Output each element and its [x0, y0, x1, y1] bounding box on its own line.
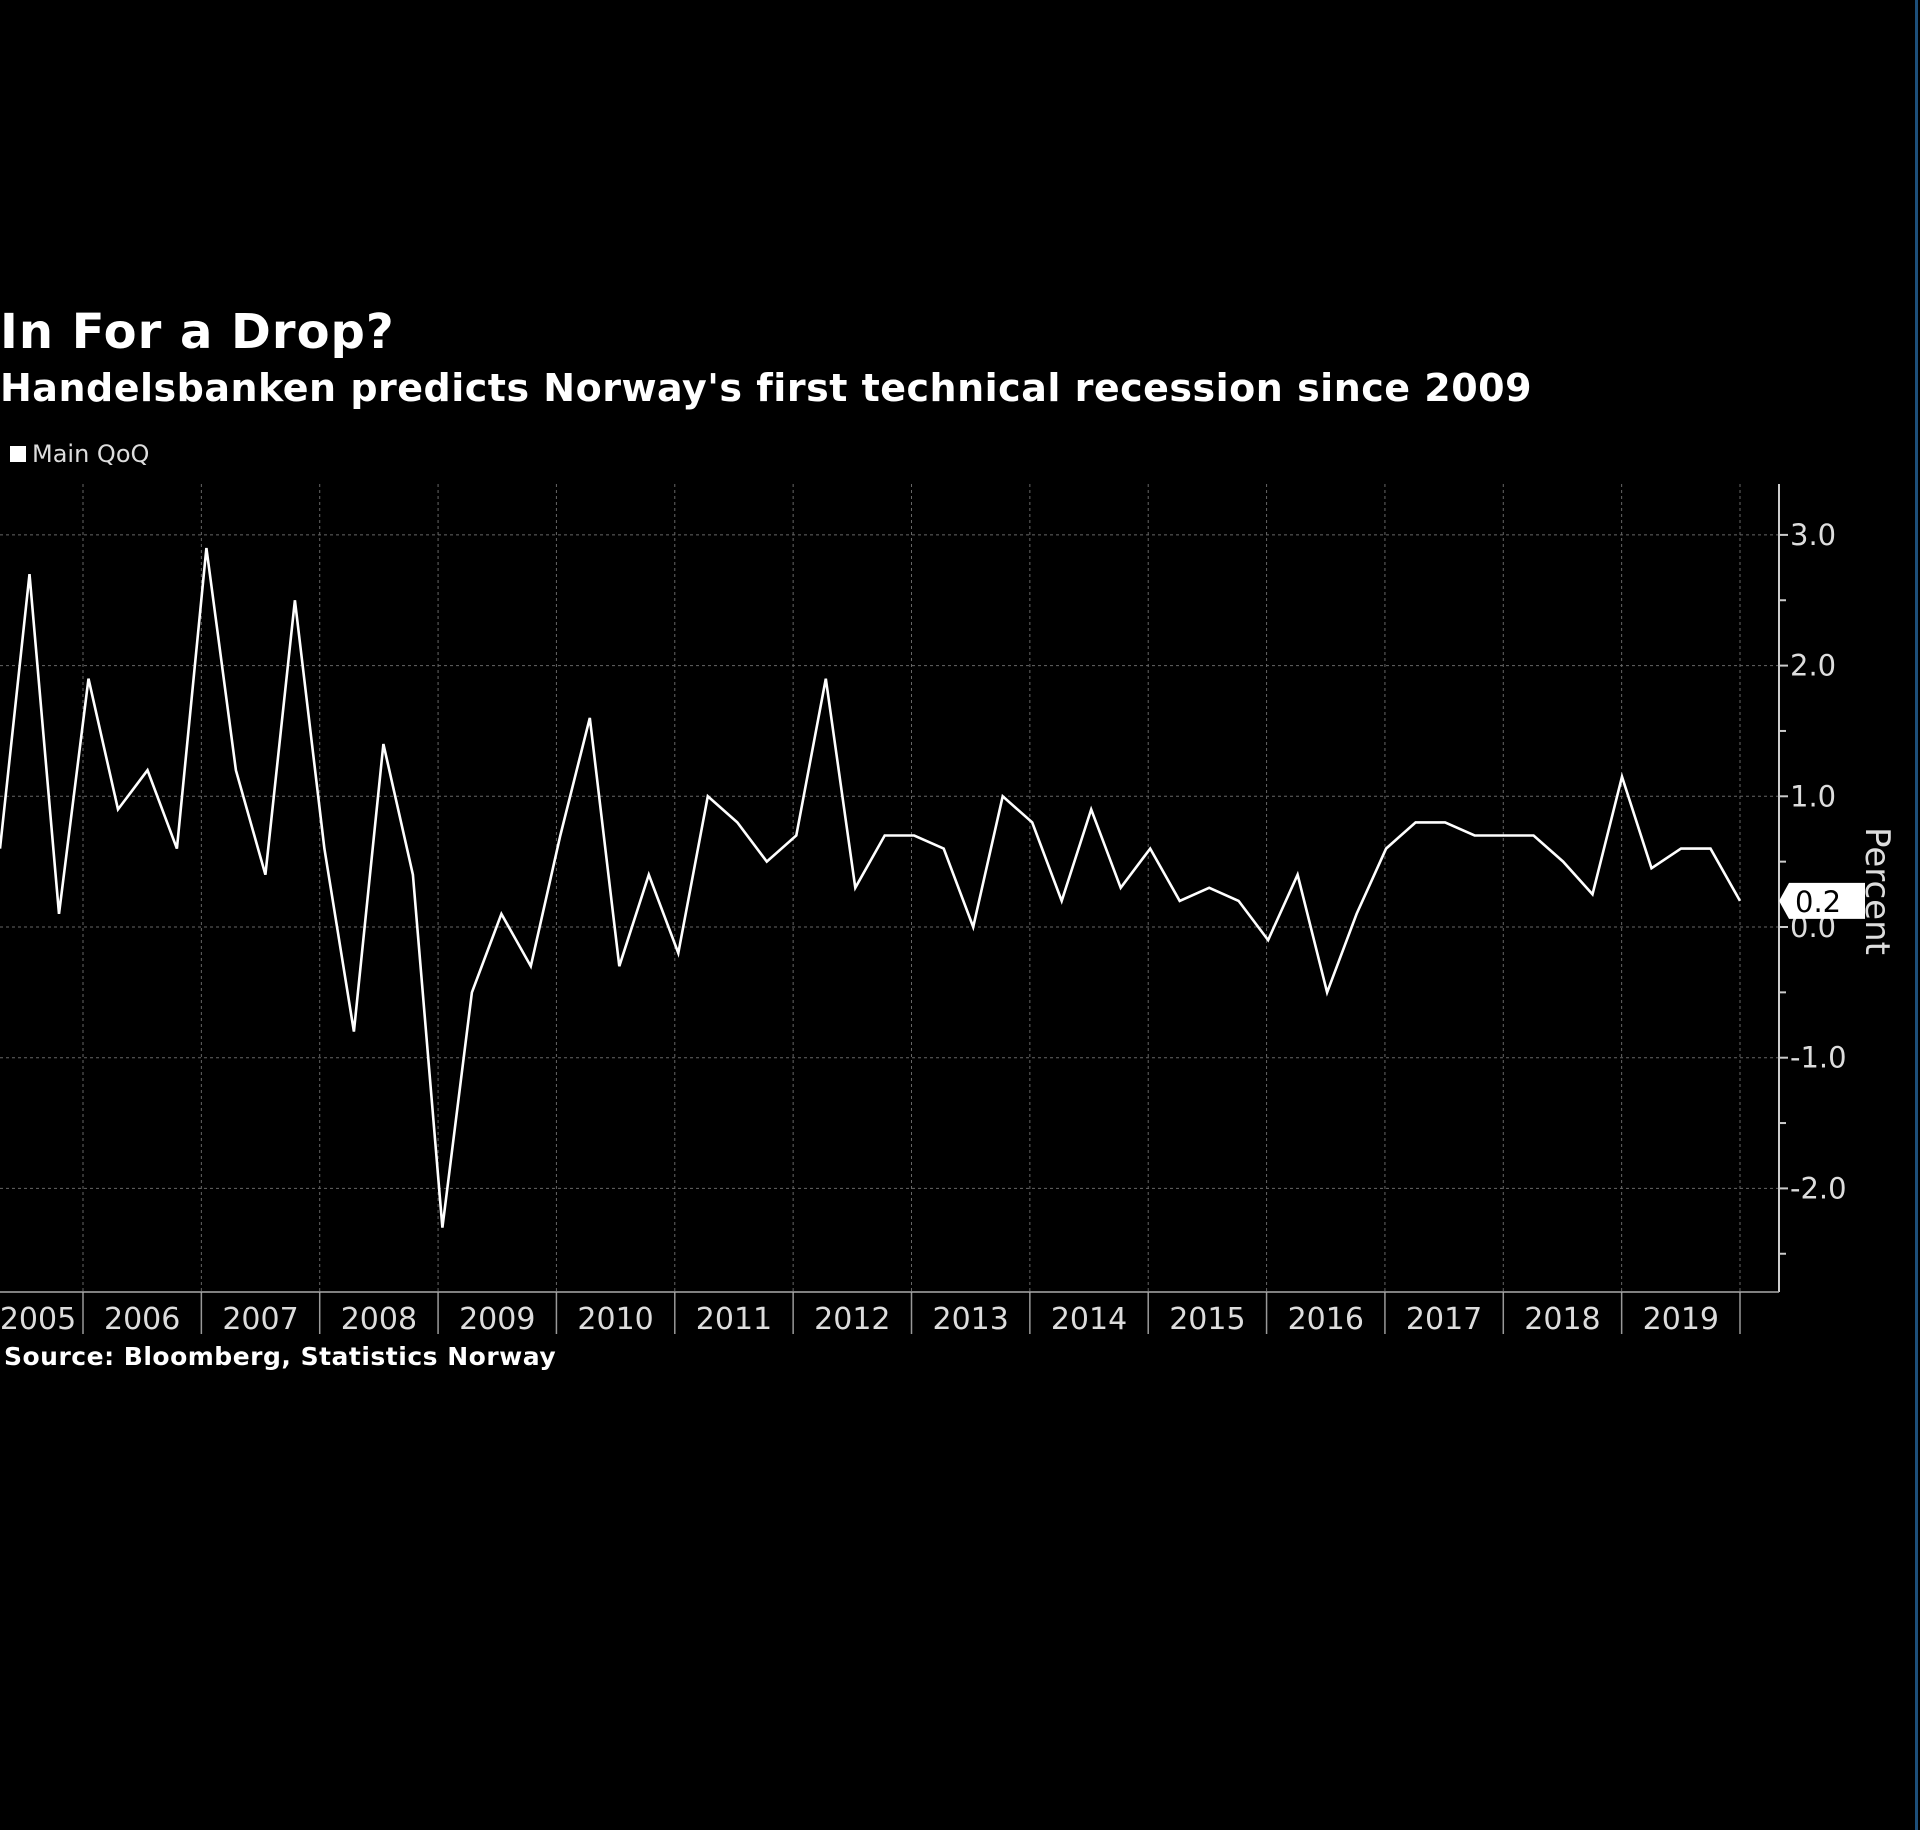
- x-tick-label: 2018: [1524, 1302, 1600, 1337]
- last-value-label: 0.2: [1795, 885, 1841, 919]
- chart-title: In For a Drop?: [0, 304, 395, 360]
- y-tick-label: -1.0: [1790, 1041, 1847, 1075]
- x-tick-label: 2005: [0, 1302, 76, 1337]
- y-tick-label: 1.0: [1790, 779, 1836, 813]
- y-tick-label: 2.0: [1790, 649, 1836, 683]
- x-tick-label: 2017: [1406, 1302, 1482, 1337]
- x-tick-label: 2007: [222, 1302, 298, 1337]
- series-line-main-qoq: [0, 547, 1742, 1228]
- legend-label: Main QoQ: [32, 440, 150, 468]
- x-tick-label: 2019: [1643, 1302, 1719, 1337]
- legend: Main QoQ: [10, 440, 149, 468]
- window-edge: [1915, 0, 1918, 1830]
- last-value-badge: [1779, 882, 1865, 919]
- x-tick-label: 2009: [459, 1302, 535, 1337]
- source-note: Source: Bloomberg, Statistics Norway: [4, 1342, 557, 1371]
- chart-subtitle: Handelsbanken predicts Norway's first te…: [0, 366, 1533, 410]
- x-tick-label: 2015: [1169, 1302, 1245, 1337]
- x-tick-label: 2010: [577, 1302, 653, 1337]
- x-tick-label: 2016: [1288, 1302, 1364, 1337]
- x-tick-label: 2014: [1051, 1302, 1127, 1337]
- x-tick-label: 2012: [814, 1302, 890, 1337]
- x-tick-label: 2011: [696, 1302, 772, 1337]
- legend-swatch: [10, 446, 26, 462]
- y-axis-label: Percent: [1857, 827, 1897, 955]
- y-tick-label: -2.0: [1790, 1171, 1847, 1205]
- y-tick-label: 3.0: [1790, 518, 1836, 552]
- x-tick-label: 2008: [341, 1302, 417, 1337]
- x-tick-label: 2013: [932, 1302, 1008, 1337]
- x-tick-label: 2006: [104, 1302, 180, 1337]
